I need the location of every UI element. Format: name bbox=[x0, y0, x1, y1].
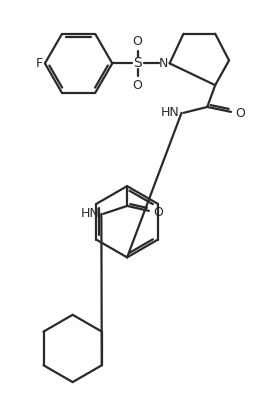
Text: HN: HN bbox=[161, 106, 180, 119]
Text: O: O bbox=[132, 79, 142, 92]
Text: N: N bbox=[159, 57, 168, 70]
Text: HN: HN bbox=[81, 207, 99, 220]
Text: O: O bbox=[132, 35, 142, 48]
Text: O: O bbox=[235, 107, 245, 120]
Text: S: S bbox=[134, 56, 142, 70]
Text: O: O bbox=[153, 206, 163, 219]
Text: F: F bbox=[36, 57, 43, 70]
